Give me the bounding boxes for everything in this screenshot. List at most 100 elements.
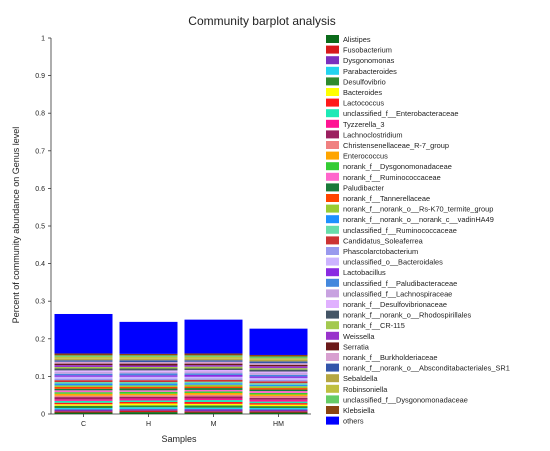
legend-item: Klebsiella	[326, 406, 376, 415]
legend-swatch	[326, 45, 339, 54]
legend-swatch	[326, 35, 339, 43]
legend-swatch	[326, 384, 339, 393]
bar-segment	[54, 371, 113, 374]
legend-item: unclassified_f__Dysgonomonadaceae	[326, 395, 468, 404]
bar-segment	[119, 405, 178, 408]
bar-segment	[184, 412, 243, 414]
legend-item: norank_f__Dysgonomonadaceae	[326, 162, 452, 171]
bar-segment	[119, 367, 178, 369]
legend-label: norank_f__Ruminococcaceae	[343, 173, 441, 182]
bar-segment	[119, 412, 178, 414]
legend-item: Bacteroides	[326, 88, 382, 97]
bar-segment	[249, 358, 308, 360]
bar-segment	[54, 409, 113, 412]
bar-segment	[119, 395, 178, 397]
bar-segment	[184, 400, 243, 402]
bar-segment	[54, 399, 113, 401]
legend-swatch	[326, 268, 339, 277]
legend-item: Paludibacter	[326, 183, 385, 192]
legend-swatch	[326, 162, 339, 171]
bar-segment	[54, 392, 113, 394]
bar-segment	[119, 362, 178, 364]
bar-segment	[249, 361, 308, 364]
bar-segment	[119, 400, 178, 402]
legend-swatch	[326, 56, 339, 65]
bar-segment	[54, 390, 113, 393]
legend-item: norank_f__norank_o__norank_c__vadinHA49	[326, 215, 494, 224]
bar-segment	[249, 386, 308, 389]
bar-segment	[249, 384, 308, 387]
bar-segment	[249, 411, 308, 413]
bar-segment	[119, 378, 178, 381]
bar-segment	[249, 412, 308, 414]
bar-segment	[54, 353, 113, 356]
bar-segment	[119, 321, 178, 354]
bar-segment	[119, 376, 178, 379]
legend-label: unclassified_o__Bacteroidales	[343, 258, 443, 267]
bar-segment	[54, 358, 113, 361]
legend-item: unclassified_o__Bacteroidales	[326, 257, 443, 267]
legend-swatch	[326, 194, 339, 202]
bar-segment	[54, 370, 113, 372]
y-tick-label: 0.8	[35, 111, 45, 118]
legend-label: Christensenellaceae_R-7_group	[343, 141, 449, 150]
bar-segment	[54, 373, 113, 376]
bar-segment	[249, 366, 308, 369]
bar-segment	[184, 392, 243, 395]
legend-item: Lachnoclostridium	[326, 130, 403, 139]
legend-label: Weissella	[343, 332, 375, 341]
bar-segment	[184, 373, 243, 375]
bar-segment	[249, 394, 308, 396]
legend-swatch	[326, 363, 339, 372]
legend-item: norank_f__Burkholderiaceae	[326, 353, 438, 362]
bar-segment	[249, 379, 308, 382]
bar-segment	[184, 396, 243, 399]
bar-segment	[119, 390, 178, 392]
legend-swatch	[326, 406, 339, 414]
bar-segment	[184, 386, 243, 389]
legend-label: norank_f__norank_o__norank_c__vadinHA49	[343, 215, 494, 224]
legend-label: Sebaldella	[343, 374, 378, 383]
bar-segment	[54, 376, 113, 379]
x-axis-label: Samples	[161, 434, 197, 444]
bar-segment	[184, 356, 243, 359]
bar-segment	[54, 405, 113, 408]
legend-label: Serratia	[343, 342, 370, 351]
bar-segment	[249, 399, 308, 402]
x-tick-label: M	[211, 421, 217, 428]
bar-segment	[184, 394, 243, 397]
legend-label: others	[343, 417, 364, 426]
bar-segment	[54, 375, 113, 377]
bar-segment	[119, 383, 178, 386]
bar-segment	[249, 377, 308, 380]
bar-segment	[119, 403, 178, 406]
legend-swatch	[326, 300, 339, 308]
plot-area: 00.10.20.30.40.50.60.70.80.91C H M HM	[35, 36, 311, 428]
bar-segment	[184, 379, 243, 382]
y-tick-label: 0.5	[35, 224, 45, 231]
legend-label: Bacteroides	[343, 88, 382, 97]
bar-segment	[184, 360, 243, 362]
bar-segment	[249, 354, 308, 357]
bar-segment	[249, 374, 308, 377]
bar-segment	[184, 409, 243, 412]
legend-label: Lactobacillus	[343, 268, 386, 277]
bar-segment	[119, 382, 178, 384]
bar-segment	[184, 401, 243, 404]
legend-item: unclassified_f__Lachnospiraceae	[326, 289, 452, 298]
legend-label: Phascolarctobacterium	[343, 247, 418, 256]
bar-segment	[184, 376, 243, 379]
legend-item: Weissella	[326, 331, 375, 341]
legend-swatch	[326, 225, 339, 234]
bar-segment	[184, 391, 243, 393]
legend-label: norank_f__Tannerellaceae	[343, 194, 430, 203]
bar-segment	[54, 400, 113, 403]
legend-item: Parabacteroides	[326, 66, 397, 76]
legend-item: norank_f__Desulfovibrionaceae	[326, 300, 447, 309]
legend-item: norank_f__norank_o__Rhodospirillales	[326, 310, 471, 320]
bar-segment	[249, 391, 308, 393]
bar-segment	[54, 363, 113, 366]
legend-swatch	[326, 215, 339, 224]
legend-label: norank_f__Desulfovibrionaceae	[343, 300, 447, 309]
